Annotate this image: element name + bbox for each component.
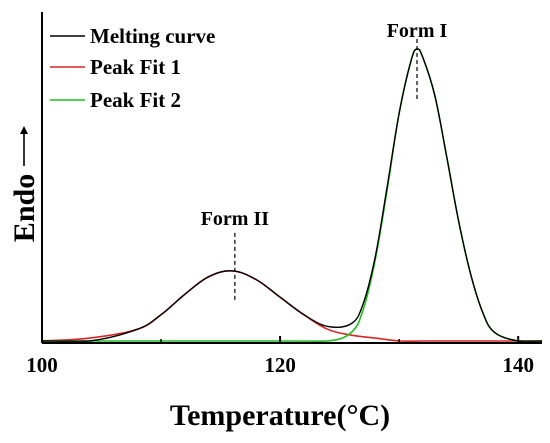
y-axis-title: Endo	[8, 174, 41, 242]
chart-curves	[41, 48, 543, 343]
x-axis-ticks: 100 120 140	[26, 336, 534, 377]
x-tick-label-100: 100	[26, 353, 58, 377]
legend: Melting curve Peak Fit 1 Peak Fit 2	[50, 24, 215, 112]
x-tick-label-140: 140	[502, 353, 534, 377]
annotation-label-form-i: Form I	[387, 20, 448, 42]
legend-label-melting-curve: Melting curve	[90, 24, 215, 48]
series-line-melting-curve	[41, 48, 543, 342]
x-axis-title: Temperature(°C)	[170, 399, 390, 432]
y-axis-arrow-head	[20, 126, 28, 134]
legend-label-peak-fit-1: Peak Fit 1	[90, 55, 181, 79]
annotation-label-form-ii: Form II	[201, 208, 270, 230]
legend-label-peak-fit-2: Peak Fit 2	[90, 88, 181, 112]
y-axis-title-group: Endo	[8, 126, 41, 242]
peak-annotations: Form II Form I	[201, 20, 448, 301]
x-tick-label-120: 120	[264, 353, 296, 377]
